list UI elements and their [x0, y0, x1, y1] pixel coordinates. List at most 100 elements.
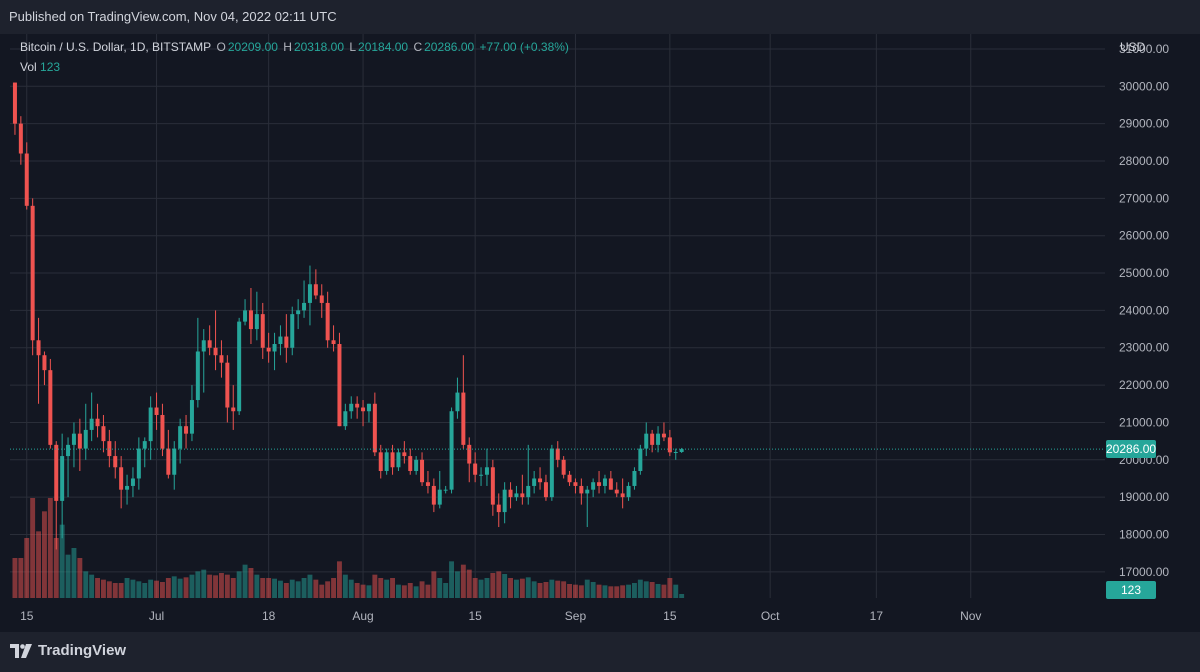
time-tick-label: Jul	[149, 609, 164, 623]
candle-body	[119, 467, 124, 490]
candle-body	[355, 403, 360, 408]
volume-bar	[213, 575, 218, 598]
candle-body	[384, 452, 389, 472]
candle-body	[443, 489, 448, 491]
high-value: 20318.00	[293, 40, 344, 54]
candle-body	[431, 485, 436, 505]
candle-body	[679, 449, 684, 452]
volume-bar	[543, 582, 549, 598]
volume-bar	[42, 511, 47, 598]
price-tick-label: 25000.00	[1119, 266, 1169, 280]
candle-body	[496, 504, 501, 513]
volume-bar	[620, 585, 626, 598]
candle-body	[614, 489, 619, 494]
price-axis: 17000.0018000.0019000.0020000.0021000.00…	[1119, 42, 1169, 579]
candle-body	[331, 340, 336, 345]
symbol-label[interactable]: Bitcoin / U.S. Dollar, 1D, BITSTAMP	[20, 40, 212, 54]
volume-bar	[555, 580, 561, 598]
volume-bar	[260, 578, 266, 598]
volume-bar	[626, 584, 631, 598]
candle-body	[172, 448, 177, 475]
candle-body	[166, 448, 171, 475]
volume-bar	[325, 581, 331, 598]
last-volume-tag: 123	[1106, 581, 1156, 599]
candle-body	[184, 426, 189, 434]
volume-bar	[602, 585, 608, 598]
time-tick-label: 17	[870, 609, 884, 623]
volume-bar	[106, 581, 112, 598]
volume-bar	[655, 584, 661, 598]
time-tick-label: 15	[20, 609, 34, 623]
volume-value: 123	[40, 60, 61, 74]
candle-body	[284, 336, 289, 348]
candle-body	[237, 321, 242, 412]
candle-body	[160, 414, 165, 449]
tradingview-icon	[10, 643, 32, 658]
volume-bar	[531, 581, 537, 598]
candle-body	[18, 123, 23, 154]
time-tick-label: Nov	[960, 609, 981, 623]
price-tick-label: 29000.00	[1119, 117, 1169, 131]
tradingview-logo[interactable]: TradingView	[10, 642, 126, 659]
candle-body	[254, 314, 259, 330]
candle-body	[95, 418, 100, 427]
chart-area[interactable]: 17000.00 18000.00 19000.00 20000.00 21000.00…	[0, 34, 1200, 632]
volume-bar	[401, 585, 407, 598]
candle-body	[366, 403, 371, 412]
volume-bar	[449, 561, 454, 598]
candle-body	[514, 493, 519, 498]
change-value: +77.00 (+0.38%)	[479, 40, 569, 54]
volume-bar	[289, 579, 295, 598]
volume-bar	[378, 578, 384, 598]
candle-body	[538, 478, 543, 483]
volume-bar	[83, 571, 89, 598]
volume-bar	[195, 571, 201, 598]
candle-body	[597, 482, 602, 486]
candle-body	[632, 471, 637, 486]
volume-bar	[53, 538, 59, 598]
volume-bar	[472, 578, 478, 598]
volume-bar	[455, 571, 460, 598]
price-tick-label: 31000.00	[1119, 42, 1169, 56]
candle-body	[24, 153, 29, 206]
volume-bar	[478, 579, 484, 598]
volume-bar	[519, 578, 525, 598]
volume-bar	[301, 578, 307, 598]
candle-body	[325, 302, 330, 341]
candle-body	[313, 284, 318, 296]
candle-body	[201, 340, 206, 352]
candle-body	[667, 437, 672, 453]
currency-label[interactable]: USD	[1120, 40, 1146, 54]
candle-body	[307, 284, 312, 303]
volume-bar	[30, 498, 36, 598]
price-chart[interactable]: 17000.0018000.0019000.0020000.0021000.00…	[0, 34, 1200, 632]
volume-bar	[384, 579, 390, 598]
volume-bar	[266, 578, 272, 598]
price-tick-label: 22000.00	[1119, 378, 1169, 392]
volume-bar	[171, 576, 177, 598]
time-tick-label: Aug	[352, 609, 373, 623]
candle-body	[54, 444, 59, 501]
volume-bar	[219, 573, 224, 598]
candle-body	[549, 448, 554, 498]
volume-bar	[112, 583, 118, 598]
candle-body	[567, 474, 572, 483]
candle-body	[361, 407, 366, 412]
volume-bar	[673, 584, 679, 598]
candle-body	[502, 489, 507, 513]
volume-label[interactable]: Vol	[20, 60, 37, 74]
candle-body	[148, 407, 153, 442]
candle-body	[343, 411, 348, 427]
candle-body	[402, 452, 407, 457]
price-tick-label: 19000.00	[1119, 490, 1169, 504]
volume-bar	[177, 578, 183, 598]
candle-body	[272, 344, 277, 352]
volume-bar	[331, 578, 336, 598]
volume-bar	[431, 571, 437, 598]
candle-body	[484, 467, 489, 475]
volume-bar	[47, 498, 53, 598]
price-tick-label: 27000.00	[1119, 191, 1169, 205]
volume-bar	[372, 574, 378, 598]
candle-body	[650, 433, 655, 445]
candle-body	[260, 314, 265, 348]
